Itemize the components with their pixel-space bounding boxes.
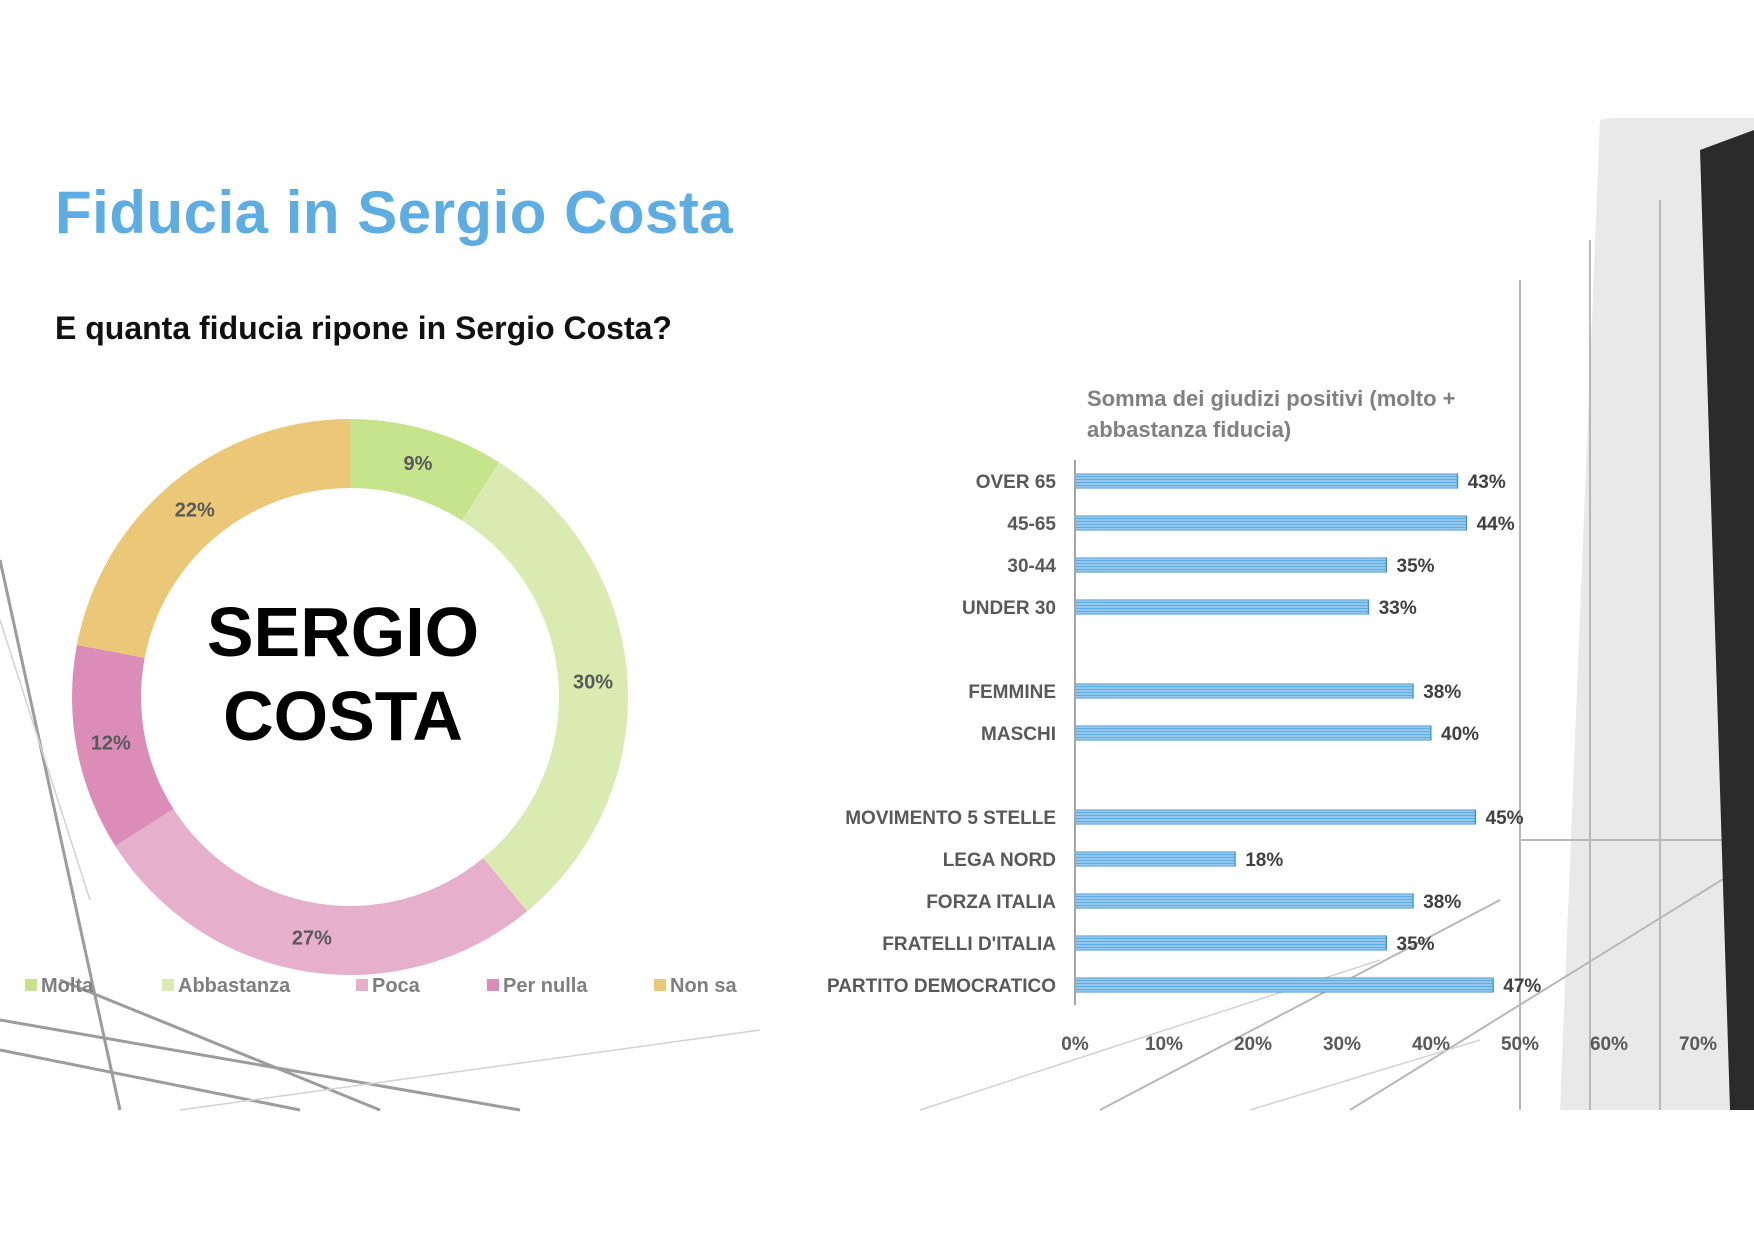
bar-data-label: 35%: [1397, 556, 1435, 577]
x-tick-label: 0%: [1061, 1034, 1089, 1055]
legend-item-per-nulla: Per nulla: [487, 975, 587, 998]
legend-item-non-sa: Non sa: [654, 975, 737, 998]
x-tick-label: 30%: [1323, 1034, 1361, 1055]
center-label-line-2: COSTA: [223, 677, 463, 755]
bar-category-label: 30-44: [1007, 556, 1056, 577]
legend-label: Abbastanza: [178, 975, 291, 997]
donut-data-label: 27%: [292, 928, 332, 950]
bar-data-label: 47%: [1503, 976, 1541, 997]
bar-category-label: LEGA NORD: [943, 850, 1056, 871]
legend-swatch: [487, 978, 499, 991]
center-label-line-1: SERGIO: [206, 593, 480, 671]
legend-swatch: [356, 978, 368, 991]
bar-category-label: PARTITO DEMOCRATICO: [827, 976, 1056, 997]
bar-data-label: 45%: [1486, 808, 1524, 829]
bar-category-label: MASCHI: [981, 724, 1056, 745]
legend-swatch: [25, 978, 37, 991]
donut-data-label: 12%: [91, 733, 131, 755]
legend-item-molta: Molta: [25, 975, 93, 998]
bar-category-label: 45-65: [1007, 514, 1056, 535]
bar-data-label: 35%: [1397, 934, 1435, 955]
x-tick-label: 70%: [1679, 1034, 1717, 1055]
donut-slice: [72, 644, 174, 846]
bar-data-label: 40%: [1441, 724, 1479, 745]
donut-chart: 9% 30% 27% 12% 22%: [72, 419, 629, 975]
bar-data-label: 38%: [1423, 892, 1461, 913]
bar-category-label: OVER 65: [976, 472, 1057, 493]
donut-legend: Molta Abbastanza Poca Per nulla Non sa: [25, 975, 765, 1005]
legend-label: Non sa: [670, 975, 737, 997]
x-tick-label: 50%: [1501, 1034, 1539, 1055]
donut-slice: [350, 419, 499, 521]
legend-swatch: [654, 978, 666, 991]
bar-category-label: MOVIMENTO 5 STELLE: [845, 808, 1056, 829]
x-tick-label: 10%: [1145, 1034, 1183, 1055]
page-subtitle: E quanta fiducia ripone in Sergio Costa?: [55, 310, 672, 346]
donut-center-label: SERGIO COSTA: [143, 590, 543, 758]
legend-item-poca: Poca: [356, 975, 420, 998]
legend-swatch: [162, 978, 174, 991]
legend-item-abbastanza: Abbastanza: [162, 975, 290, 998]
x-tick-label: 60%: [1590, 1034, 1628, 1055]
donut-data-label: 9%: [403, 453, 432, 475]
page-title: Fiducia in Sergio Costa: [55, 179, 734, 246]
bar-chart: OVER 65 43% 45-65 44% 30-44 35% UNDER 30 33% FEM…: [827, 460, 1717, 1055]
legend-label: Poca: [372, 975, 420, 997]
bar-data-label: 33%: [1379, 598, 1417, 619]
donut-data-label: 30%: [573, 672, 613, 694]
donut-slice: [461, 462, 629, 912]
bar-chart-title: Somma dei giudizi positivi (molto + abba…: [1087, 386, 1456, 442]
legend-label: Molta: [41, 975, 94, 997]
bar-category-label: UNDER 30: [962, 598, 1056, 619]
bar-category-label: FEMMINE: [968, 682, 1056, 703]
legend-label: Per nulla: [503, 975, 588, 997]
bar-data-label: 38%: [1423, 682, 1461, 703]
bar-category-label: FRATELLI D'ITALIA: [882, 934, 1056, 955]
bar-data-label: 44%: [1477, 514, 1515, 535]
donut-slice: [76, 419, 351, 658]
bar-data-label: 18%: [1245, 850, 1283, 871]
bar-category-label: FORZA ITALIA: [926, 892, 1056, 913]
donut-data-label: 22%: [175, 499, 215, 521]
donut-slice: [115, 808, 528, 975]
x-tick-label: 40%: [1412, 1034, 1450, 1055]
x-tick-label: 20%: [1234, 1034, 1272, 1055]
bar-data-label: 43%: [1468, 472, 1506, 493]
